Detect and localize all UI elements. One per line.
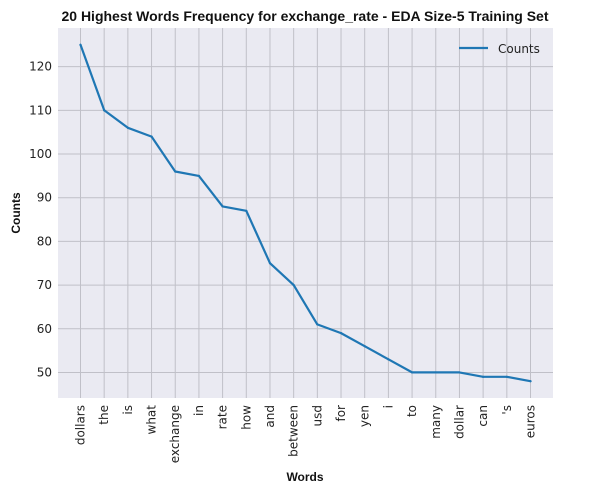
data-point: [529, 380, 532, 383]
y-tick-label: 60: [37, 322, 52, 336]
x-tick-label: can: [476, 405, 490, 427]
x-axis-label: Words: [286, 470, 323, 484]
y-tick-label: 100: [29, 147, 52, 161]
y-tick-label: 110: [29, 103, 52, 117]
data-point: [482, 375, 485, 378]
y-axis-ticks: 50 60 70 80 90 100 110 120: [29, 60, 52, 380]
data-point: [197, 174, 201, 177]
x-tick-label: euros: [524, 405, 538, 438]
data-point: [221, 205, 224, 208]
y-tick-label: 90: [37, 191, 52, 205]
data-point: [387, 358, 390, 361]
data-point: [126, 126, 129, 129]
x-tick-label: what: [145, 405, 159, 435]
legend-label-counts: Counts: [498, 42, 540, 56]
x-tick-label: the: [97, 405, 111, 425]
x-tick-label: rate: [216, 405, 230, 429]
x-tick-label: dollar: [452, 405, 466, 439]
x-tick-label: i: [381, 405, 395, 408]
data-point: [103, 109, 106, 112]
y-tick-label: 50: [37, 365, 52, 379]
data-point: [505, 375, 508, 378]
data-point: [79, 43, 82, 46]
legend: Counts: [459, 42, 540, 56]
grid: [58, 28, 553, 398]
x-tick-label: exchange: [168, 405, 182, 463]
data-point: [245, 209, 248, 212]
data-point: [268, 262, 272, 265]
x-tick-label: many: [429, 405, 443, 439]
x-tick-label: yen: [358, 405, 372, 427]
data-point: [339, 332, 343, 335]
data-point: [174, 170, 177, 173]
x-tick-label: for: [334, 405, 348, 422]
y-axis-label: Counts: [9, 192, 23, 234]
x-axis-ticks: dollars the is what exchange in rate how and betw…: [74, 405, 538, 464]
x-tick-label: is: [121, 405, 135, 415]
chart-title: 20 Highest Words Frequency for exchange_…: [61, 8, 548, 24]
y-tick-label: 120: [29, 60, 52, 74]
y-tick-label: 80: [37, 234, 52, 248]
data-point: [410, 371, 414, 374]
y-tick-label: 70: [37, 278, 52, 292]
series-line-counts: [79, 43, 532, 383]
data-point: [458, 371, 461, 374]
data-point: [316, 323, 319, 326]
x-tick-label: usd: [310, 405, 324, 426]
x-tick-label: how: [239, 405, 253, 430]
data-point: [292, 283, 295, 287]
x-tick-label: 's: [500, 405, 514, 415]
series-layer: [79, 43, 532, 383]
x-tick-label: in: [192, 405, 206, 416]
x-tick-label: dollars: [74, 405, 88, 445]
data-point: [150, 135, 153, 138]
x-tick-label: and: [263, 405, 277, 428]
data-point: [363, 345, 366, 348]
x-tick-label: to: [405, 405, 419, 417]
plot-area: [58, 28, 553, 398]
x-tick-label: between: [287, 405, 301, 457]
data-point: [434, 371, 437, 374]
